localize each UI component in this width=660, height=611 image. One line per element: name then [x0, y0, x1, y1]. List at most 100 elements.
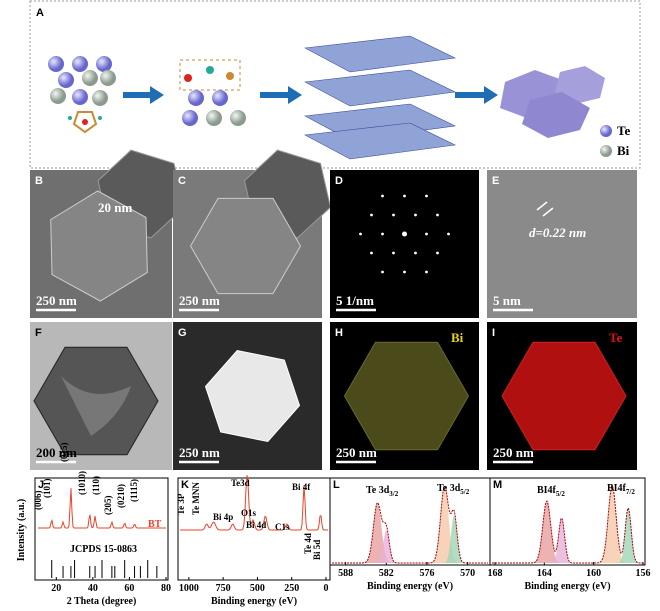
x-axis-label: Binding energy (eV): [211, 596, 297, 607]
peak-label: Te 3d3/2: [366, 485, 399, 498]
panel-label: M: [493, 479, 502, 491]
peak-label: Te 3d5/2: [437, 483, 470, 496]
lattice-arrow: [536, 201, 554, 217]
diffraction-spot: [447, 232, 450, 236]
diffraction-spot: [403, 270, 406, 274]
diffraction-spot: [436, 213, 439, 217]
diffraction-spot: [403, 194, 406, 198]
panel-label: J: [38, 479, 44, 491]
panel-label: G: [178, 327, 187, 339]
fit-area: [332, 503, 488, 563]
peak-label: Te 3P: [176, 493, 186, 515]
hexagon: [50, 190, 148, 302]
diffraction-spot: [392, 213, 395, 217]
diffraction-spot: [414, 251, 417, 255]
x-tick-label: 80: [161, 583, 171, 594]
panel-label: C: [178, 175, 186, 187]
peak-label: Te MNN: [191, 482, 201, 515]
peak-label: (015): [59, 443, 69, 463]
annotation: d=0.22 nm: [529, 225, 586, 240]
x-tick-label: 500: [250, 583, 265, 594]
hexagon: [189, 197, 302, 295]
peak-label: O1s: [241, 508, 257, 518]
scale-text: 250 nm: [493, 445, 534, 460]
diffraction-spot: [425, 232, 428, 236]
xrd-curve: [38, 488, 166, 529]
panel-label: D: [335, 175, 343, 187]
x-axis-label: Binding energy (eV): [367, 581, 453, 592]
diffraction-spot: [392, 251, 395, 255]
diffraction-spot: [370, 251, 373, 255]
x-tick-label: 582: [379, 568, 394, 579]
hexagon: [343, 341, 470, 451]
scale-text: 250 nm: [179, 293, 220, 308]
envelope: [332, 485, 488, 564]
x-tick-label: 20: [51, 583, 61, 594]
peak-label: C1s: [275, 522, 290, 532]
x-tick-label: 0: [324, 583, 329, 594]
series-label: BT: [148, 519, 162, 530]
x-tick-label: 250: [284, 583, 299, 594]
peak-label: BI4f7/2: [607, 483, 635, 496]
diffraction-spot: [381, 270, 384, 274]
micrographs: B 250 nm 20 nm C 250 nm D 5 1/nm E 5 nm d=0.22 nm…: [30, 149, 637, 470]
peak-label: Bi 4d: [246, 520, 266, 530]
scale-text: 200 nm: [36, 445, 77, 460]
panel-label: A: [36, 7, 44, 19]
diffraction-spot: [402, 231, 407, 237]
peak-label: (205): [103, 496, 113, 516]
diffraction-spot: [436, 251, 439, 255]
scale-text: 5 nm: [493, 293, 521, 308]
peak-label: (1010): [77, 471, 87, 495]
peak-label: Te 4d: [303, 533, 313, 554]
panel-label: B: [35, 175, 43, 187]
y-axis-label: Intensity (a.u.): [16, 499, 27, 562]
x-tick-label: 160: [586, 568, 601, 579]
peak-label: (110): [91, 476, 101, 495]
peak-label: BI4f5/2: [537, 485, 565, 498]
fit-area: [332, 486, 488, 563]
x-tick-label: 156: [636, 568, 651, 579]
x-tick-label: 750: [216, 583, 231, 594]
x-tick-label: 1000: [179, 583, 199, 594]
x-tick-label: 60: [124, 583, 134, 594]
panel-label: E: [492, 175, 499, 187]
plot-frame: [489, 477, 646, 566]
scale-text: 250 nm: [36, 293, 77, 308]
spectra: J 20 40 60 80 2 Theta (degree) Intensity (a.u.…: [16, 443, 651, 608]
diffraction-spot: [359, 232, 362, 236]
panel-label: F: [35, 327, 42, 339]
x-axis-label: 2 Theta (degree): [67, 596, 137, 607]
fit-area: [492, 508, 643, 563]
peak-label: Bi 5d: [312, 540, 322, 560]
schematic: [48, 35, 612, 160]
scale-text: 250 nm: [179, 445, 220, 460]
panel-label: I: [492, 327, 495, 339]
envelope: [492, 484, 643, 564]
peak-label: Bi 4f: [292, 482, 311, 492]
plot-frame: [34, 477, 169, 581]
x-tick-label: 588: [338, 568, 353, 579]
peak-label: (1115): [129, 479, 139, 502]
diffraction-spot: [425, 194, 428, 198]
x-tick-label: 168: [488, 568, 503, 579]
x-tick-label: 570: [460, 568, 475, 579]
survey-curve: [180, 475, 328, 531]
hexagon: [204, 349, 301, 443]
peak-label: Bi 4p: [213, 512, 233, 522]
image-panel: [487, 170, 637, 318]
peak-label: (0210): [116, 484, 126, 508]
fit-area: [332, 515, 488, 563]
panel-label: K: [181, 479, 189, 491]
peak-label: (101): [42, 479, 52, 499]
peak-label: (006): [33, 491, 43, 511]
legend-label: Te: [617, 123, 630, 138]
annotation: 20 nm: [98, 200, 132, 215]
contrast: [61, 376, 131, 436]
fit-area: [332, 530, 488, 563]
peak-label: Te3d: [231, 478, 250, 488]
diffraction-spot: [370, 213, 373, 217]
element-label: Bi: [451, 330, 464, 345]
x-tick-label: 164: [537, 568, 552, 579]
fit-area: [492, 486, 643, 563]
